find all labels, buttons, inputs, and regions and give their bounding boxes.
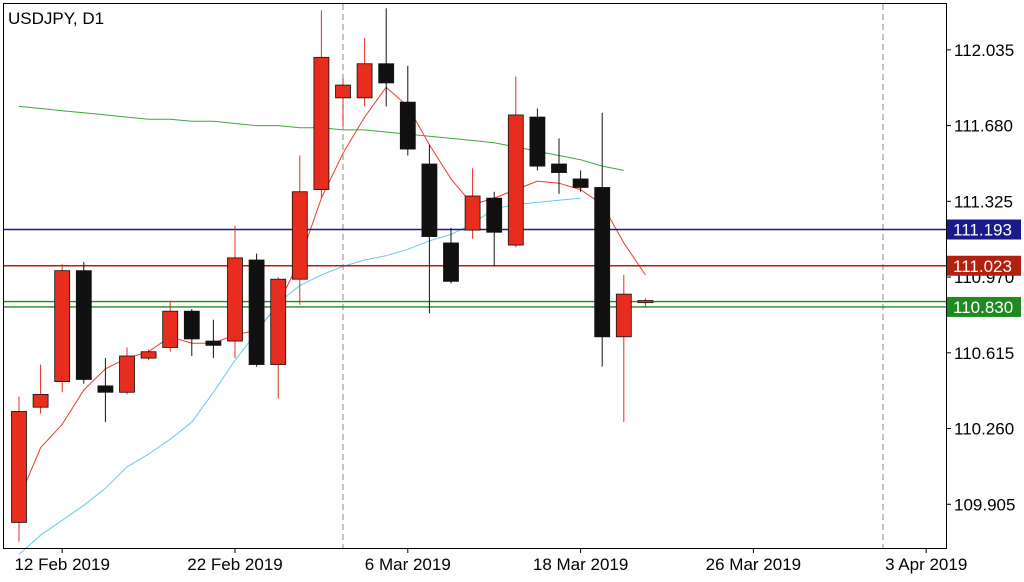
candle[interactable]: [443, 228, 459, 284]
candle[interactable]: [421, 144, 438, 314]
candle-body: [378, 63, 395, 84]
y-tick-label: 112.035: [954, 41, 1014, 60]
price-label-text: 111.193: [953, 220, 1012, 239]
y-tick-label: 111.325: [954, 192, 1013, 211]
x-tick-label: 12 Feb 2019: [14, 555, 109, 574]
x-tick-label: 22 Feb 2019: [187, 555, 282, 574]
x-tick-label: 3 Apr 2019: [885, 555, 967, 574]
price-label-box: [947, 219, 1021, 240]
candle[interactable]: [637, 298, 654, 307]
candle-body: [140, 351, 157, 359]
candle-body: [529, 116, 546, 167]
x-tick-label: 18 Mar 2019: [533, 555, 628, 574]
candle-body: [11, 411, 27, 523]
candle[interactable]: [551, 138, 567, 194]
chart-title: USDJPY, D1: [8, 9, 104, 28]
x-tick-label: 6 Mar 2019: [365, 555, 451, 574]
candle[interactable]: [205, 319, 222, 359]
candle[interactable]: [615, 274, 632, 423]
candle-body: [270, 278, 287, 365]
candle[interactable]: [97, 358, 114, 423]
candle[interactable]: [572, 170, 589, 192]
candle[interactable]: [399, 65, 416, 156]
candle[interactable]: [464, 168, 481, 239]
candle-body: [119, 355, 135, 393]
candle-body: [551, 163, 567, 173]
candle[interactable]: [32, 364, 49, 414]
candle[interactable]: [335, 78, 351, 126]
price-axis: 112.035111.680111.325110.970110.615110.2…: [946, 41, 1015, 514]
candle[interactable]: [313, 10, 330, 199]
candle-body: [399, 101, 416, 150]
candle[interactable]: [378, 8, 395, 107]
price-label-110.830: 110.830: [947, 296, 1021, 317]
candle-body: [615, 293, 632, 338]
plot-frame: [3, 3, 947, 549]
candle-body: [248, 259, 265, 365]
candle[interactable]: [183, 309, 200, 356]
candle[interactable]: [140, 349, 157, 361]
candle-body: [594, 187, 611, 338]
candle-body: [443, 242, 459, 282]
y-tick-label: 109.905: [954, 495, 1015, 514]
candle-body: [291, 191, 308, 280]
candle[interactable]: [594, 112, 611, 367]
candle[interactable]: [529, 108, 546, 171]
candle-body: [162, 310, 179, 348]
candle[interactable]: [75, 262, 92, 384]
x-tick-label: 26 Mar 2019: [706, 555, 801, 574]
candle-body: [97, 385, 114, 393]
candle-body: [356, 63, 373, 99]
price-label-box: [947, 255, 1021, 276]
price-label-111.193: 111.193: [947, 219, 1021, 240]
price-label-box: [947, 296, 1021, 317]
candle[interactable]: [356, 38, 373, 107]
candle-body: [183, 310, 200, 340]
time-axis: 12 Feb 2019 22 Feb 2019 6 Mar 2019 18 Mar 2…: [14, 548, 967, 574]
price-label-text: 111.023: [953, 257, 1012, 276]
candle-body: [227, 257, 243, 342]
candle[interactable]: [270, 277, 287, 399]
candle-body: [313, 56, 330, 190]
candle-body: [335, 84, 351, 99]
candle[interactable]: [291, 155, 308, 305]
candle-body: [572, 178, 589, 188]
y-tick-label: 110.260: [954, 420, 1014, 439]
candle-body: [421, 163, 438, 237]
candle-body: [486, 197, 503, 233]
price-labels: 111.193 111.023 110.830: [947, 219, 1021, 317]
y-tick-label: 111.680: [954, 117, 1013, 136]
candle-body: [205, 340, 222, 346]
price-label-111.023: 111.023: [947, 255, 1021, 276]
candle-body: [54, 270, 71, 382]
candle[interactable]: [162, 300, 179, 352]
candle-body: [464, 195, 481, 231]
candle-body: [507, 114, 524, 246]
candle[interactable]: [119, 347, 135, 395]
candle[interactable]: [11, 396, 27, 542]
y-tick-label: 110.615: [954, 344, 1014, 363]
candle-body: [75, 270, 92, 380]
candle[interactable]: [248, 253, 265, 367]
candle[interactable]: [486, 191, 503, 267]
price-label-text: 110.830: [953, 298, 1013, 317]
candle-body: [32, 393, 49, 408]
candle[interactable]: [507, 76, 524, 248]
candle-body: [637, 300, 654, 304]
candle[interactable]: [227, 225, 243, 359]
candles: [11, 8, 654, 542]
candle[interactable]: [54, 264, 71, 393]
